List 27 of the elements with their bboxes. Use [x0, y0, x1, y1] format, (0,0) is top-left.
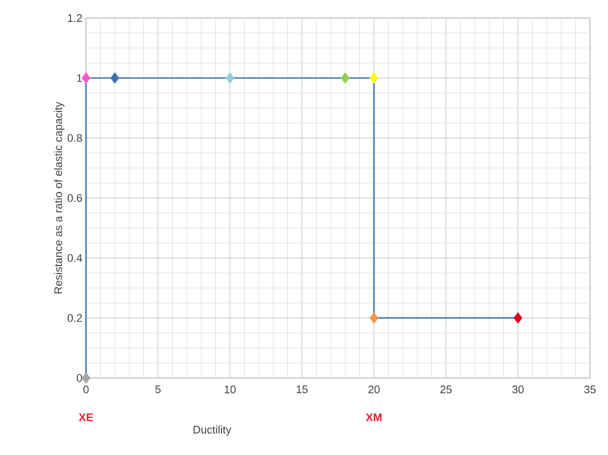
point: [340, 72, 350, 84]
y-tick-label: 1: [77, 74, 82, 82]
x-axis-title: Ductility: [194, 426, 232, 436]
y-axis-title: Resistance as a ratio of elastic capacity: [54, 102, 64, 294]
y-tick-label: 0: [76, 374, 82, 382]
point: [370, 312, 378, 324]
x-tick-label: 30: [512, 386, 524, 394]
point: [82, 72, 90, 84]
point: [226, 72, 234, 84]
x-tick-label: 10: [224, 386, 236, 394]
point: [514, 312, 522, 324]
text: XE: [78, 414, 93, 422]
x-tick-label: 0: [83, 386, 89, 394]
y-tick-label: 0.6: [68, 194, 82, 202]
y-tick-label: 1.2: [68, 14, 82, 22]
x-tick-label: 5: [155, 386, 161, 394]
y-tick-label: 0.4: [68, 254, 82, 262]
point: [82, 372, 90, 384]
point: [110, 72, 120, 84]
x-tick-label: 15: [296, 386, 308, 394]
x-tick-label: 20: [368, 386, 380, 394]
text: XM: [366, 414, 382, 422]
x-tick-label: 25: [440, 386, 452, 394]
x-tick-label: 35: [584, 386, 596, 394]
y-tick-label: 0.8: [68, 134, 82, 142]
y-tick-label: 0.2: [68, 314, 82, 322]
point: [370, 72, 378, 84]
